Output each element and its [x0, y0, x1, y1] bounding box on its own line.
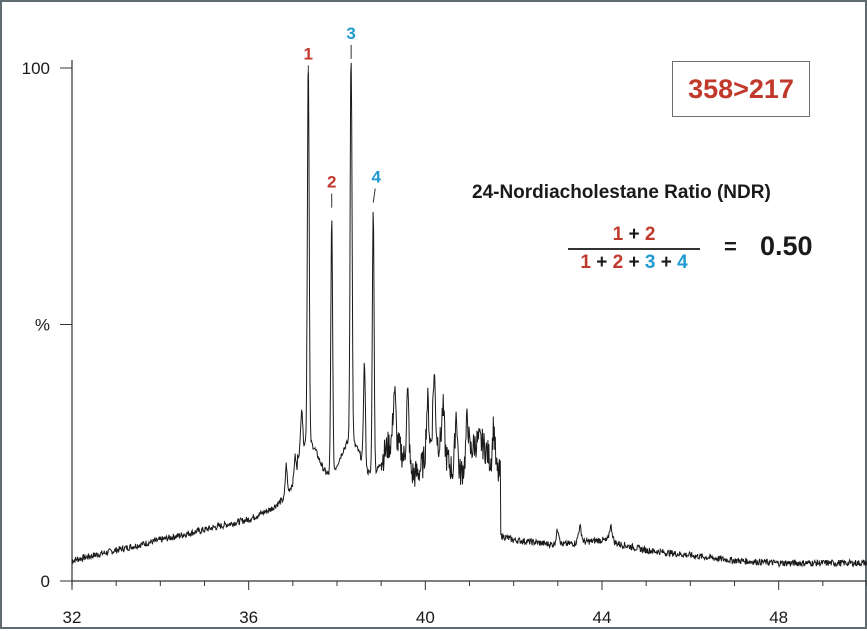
peak-leader-line [372, 188, 376, 203]
num-term-1: 1 [612, 224, 624, 245]
den-term-4: 4 [677, 251, 688, 273]
fraction-numerator: 1 + 2 [568, 224, 700, 248]
num-plus: + [628, 224, 640, 245]
den-term-1: 1 [580, 251, 591, 273]
den-term-3: 3 [644, 251, 656, 273]
equals-sign: = [724, 234, 737, 259]
den-plus-3: + [660, 251, 672, 273]
ion-transition-label: 358>217 [688, 73, 794, 104]
y-tick-label: % [35, 316, 50, 335]
peak-label-3: 3 [346, 24, 355, 43]
den-plus-2: + [628, 251, 640, 273]
num-term-2: 2 [644, 224, 656, 245]
y-tick-label: 0 [41, 572, 50, 591]
y-tick-label: 100 [22, 59, 50, 78]
peak-label-4: 4 [371, 168, 381, 187]
ratio-fraction: 1 + 2 1 + 2 + 3 + 4 [568, 224, 700, 274]
x-tick-label: 48 [769, 608, 788, 627]
x-tick-label: 44 [593, 608, 612, 627]
den-term-2: 2 [612, 251, 624, 273]
x-tick-label: 40 [416, 608, 435, 627]
chromatogram-trace [71, 62, 867, 569]
ratio-value: 0.50 [760, 231, 813, 261]
den-plus-1: + [596, 251, 608, 273]
ion-transition-box: 358>217 [672, 61, 810, 117]
x-tick-label: 36 [239, 608, 258, 627]
peak-label-2: 2 [327, 173, 336, 192]
fraction-denominator: 1 + 2 + 3 + 4 [568, 252, 700, 274]
peak-label-1: 1 [304, 44, 313, 63]
ratio-title: 24-Nordiacholestane Ratio (NDR) [472, 182, 771, 203]
x-tick-label: 32 [63, 608, 82, 627]
fraction-bar [568, 248, 700, 250]
